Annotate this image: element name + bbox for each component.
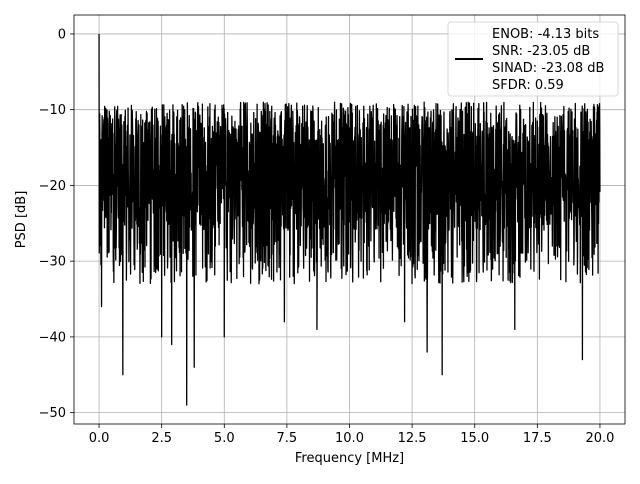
legend-box (447, 21, 619, 97)
x-axis-label: Frequency [MHz] (295, 451, 404, 466)
y-tick-label: −20 (39, 179, 66, 194)
legend-line-sinad: SINAD: -23.08 dB (492, 61, 604, 76)
y-tick-label: −50 (39, 406, 66, 421)
legend-line-enob: ENOB: -4.13 bits (492, 27, 599, 42)
x-tick-label: 12.5 (398, 431, 427, 446)
x-tick-label: 5.0 (214, 431, 235, 446)
y-tick-label: 0 (58, 27, 66, 42)
x-tick-label: 7.5 (277, 431, 298, 446)
series-layer (98, 33, 601, 406)
y-tick-label: −10 (39, 103, 66, 118)
x-tick-label: 20.0 (585, 431, 614, 446)
y-axis-ticks: 0 −10 −20 −30 −40 −50 (39, 27, 74, 421)
y-tick-label: −30 (39, 255, 66, 270)
x-tick-label: 15.0 (460, 431, 489, 446)
legend-line-snr: SNR: -23.05 dB (492, 44, 590, 59)
legend-line-sfdr: SFDR: 0.59 (492, 78, 564, 93)
y-axis-label: PSD [dB] (14, 191, 29, 249)
y-tick-label: −40 (39, 330, 66, 345)
x-axis-ticks: 0.0 2.5 5.0 7.5 10.0 12.5 15.0 17.5 20.0 (89, 424, 614, 446)
x-tick-label: 2.5 (151, 431, 172, 446)
x-tick-label: 10.0 (335, 431, 364, 446)
legend: ENOB: -4.13 bits SNR: -23.05 dB SINAD: -… (447, 21, 619, 97)
x-tick-label: 0.0 (89, 431, 110, 446)
x-tick-label: 17.5 (523, 431, 552, 446)
psd-series-line (98, 33, 601, 406)
